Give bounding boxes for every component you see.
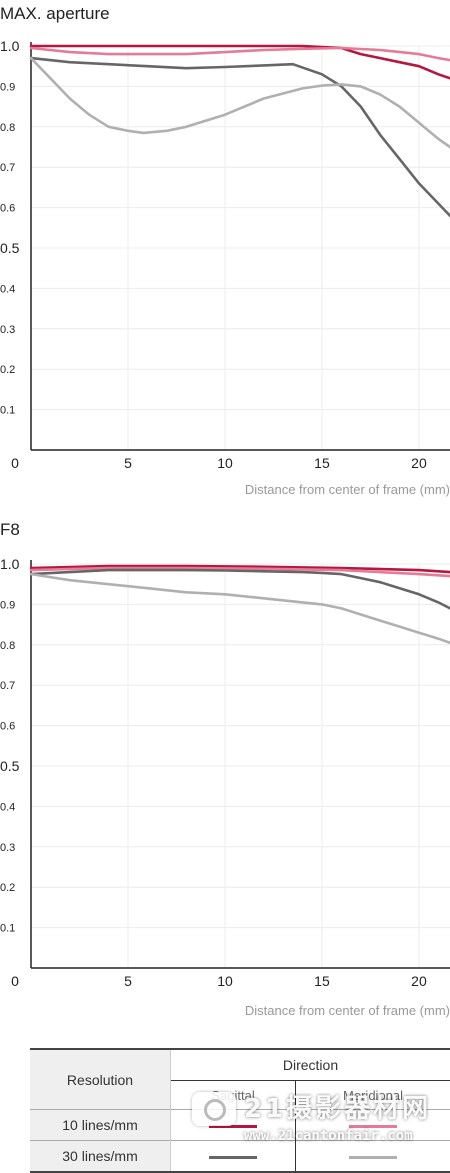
series-line-3 — [31, 58, 450, 147]
swatch-cell — [171, 1141, 296, 1173]
y-tick-label: 0.7 — [0, 162, 15, 174]
y-tick-label: 0.1 — [0, 405, 15, 417]
y-tick-label: 0.5 — [0, 240, 20, 256]
meridional-header: Meridional — [296, 1081, 450, 1110]
x-axis-label: Distance from center of frame (mm) — [245, 1003, 450, 1018]
y-tick-label: 0.2 — [0, 882, 15, 894]
y-tick-label: 0.8 — [0, 122, 15, 134]
y-tick-label: 0.3 — [0, 842, 15, 854]
x-tick-label: 20 — [411, 455, 427, 471]
direction-header: Direction — [171, 1049, 450, 1081]
y-tick-label: 0.1 — [0, 923, 15, 935]
x-tick-label: 10 — [217, 455, 233, 471]
resolution-header: Resolution — [30, 1049, 171, 1110]
y-tick-label: 0.4 — [0, 283, 15, 295]
x-tick-label: 20 — [411, 973, 427, 989]
y-tick-label: 0.5 — [0, 758, 20, 774]
y-tick-label: 1.0 — [0, 556, 20, 572]
x-tick-label: 0 — [11, 455, 19, 471]
row-label-30: 30 lines/mm — [30, 1141, 171, 1173]
series-line-2 — [31, 58, 450, 216]
swatch-cell — [296, 1110, 450, 1141]
y-tick-label: 0.3 — [0, 324, 15, 336]
y-tick-label: 0.2 — [0, 364, 15, 376]
series-line-2 — [31, 570, 450, 608]
y-tick-label: 0.6 — [0, 721, 15, 733]
y-tick-label: 0.4 — [0, 801, 15, 813]
meridional-10-swatch — [349, 1125, 397, 1128]
y-tick-label: 0.8 — [0, 640, 15, 652]
sagittal-header: Sagittal — [171, 1081, 296, 1110]
x-tick-label: 5 — [124, 455, 132, 471]
x-tick-label: 0 — [11, 973, 19, 989]
legend-table: Resolution Direction Sagittal Meridional… — [30, 1048, 450, 1168]
swatch-cell — [296, 1141, 450, 1173]
meridional-30-swatch — [349, 1156, 397, 1159]
x-tick-label: 15 — [314, 455, 330, 471]
x-axis-label: Distance from center of frame (mm) — [245, 482, 450, 497]
x-tick-label: 15 — [314, 973, 330, 989]
y-tick-label: 0.6 — [0, 203, 15, 215]
mtf-chart-max-aperture: 0.1 0.2 0.3 0.4 0.5 0.6 0.7 0.8 0.9 1.0 0 5 10 15 20 — [0, 0, 450, 485]
y-tick-label: 0.7 — [0, 680, 15, 692]
mtf-chart-f8: 0.1 0.2 0.3 0.4 0.5 0.6 0.7 0.8 0.9 1.0 0 5 10 15 20 — [0, 518, 450, 1003]
x-tick-label: 5 — [124, 973, 132, 989]
sagittal-10-swatch — [209, 1125, 257, 1128]
sagittal-30-swatch — [209, 1156, 257, 1159]
y-tick-label: 1.0 — [0, 38, 20, 54]
x-tick-label: 10 — [217, 973, 233, 989]
row-label-10: 10 lines/mm — [30, 1110, 171, 1141]
y-tick-label: 0.9 — [0, 81, 15, 93]
swatch-cell — [171, 1110, 296, 1141]
y-tick-label: 0.9 — [0, 599, 15, 611]
